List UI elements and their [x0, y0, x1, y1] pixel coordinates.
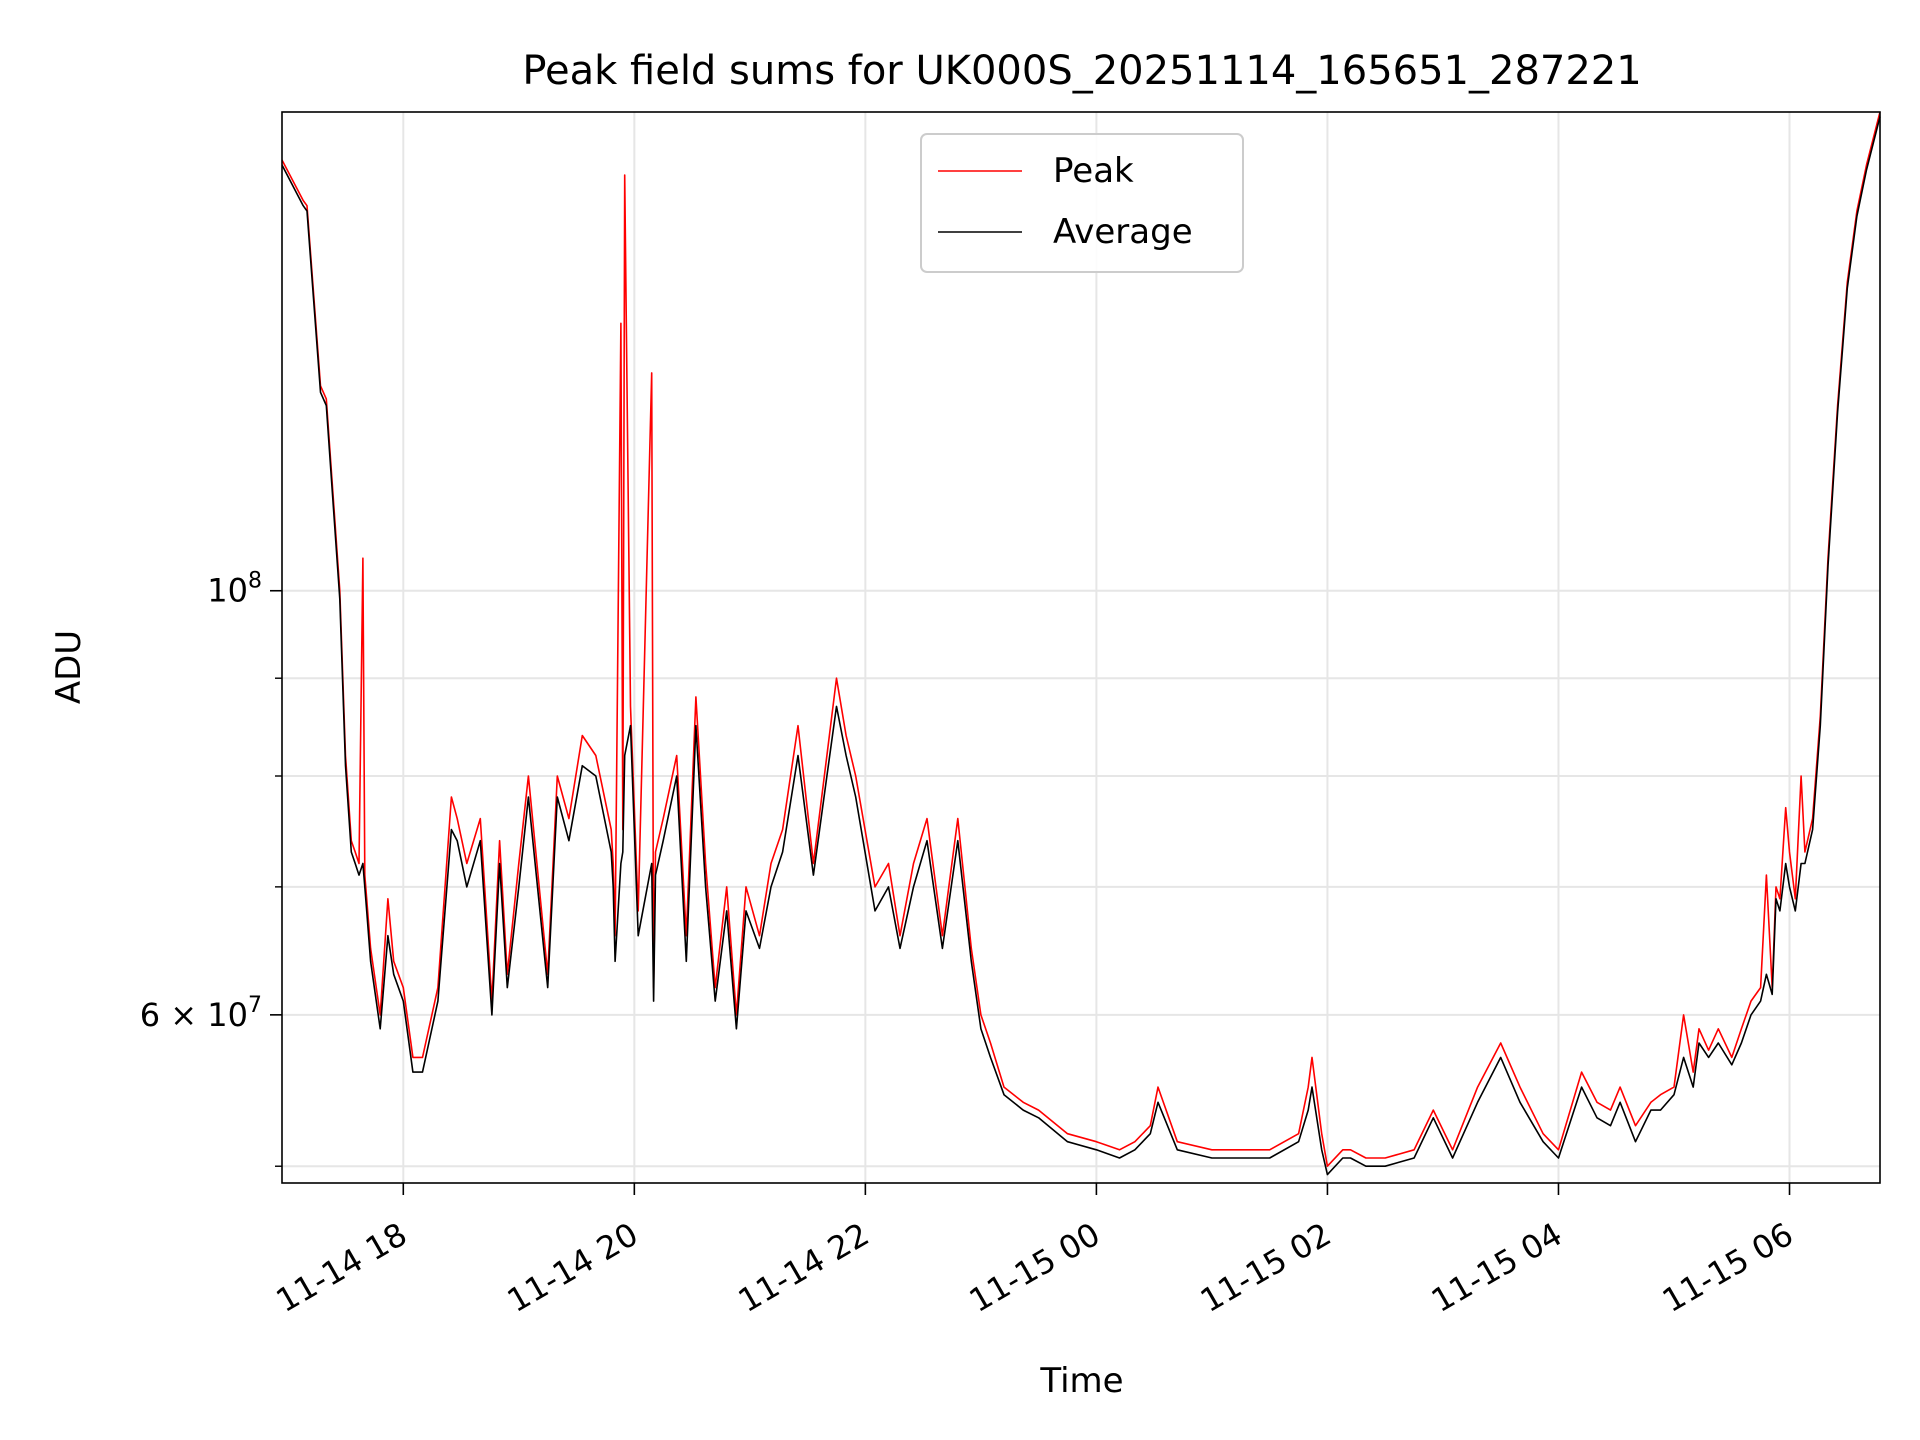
legend-label-peak: Peak: [1053, 151, 1134, 191]
y-tick-label: 6 × 107: [140, 993, 262, 1034]
y-axis-label: ADU: [49, 630, 89, 704]
y-tick-label: 108: [207, 569, 262, 610]
y-tick-times: ×: [160, 996, 207, 1034]
series-line-average: [281, 116, 1881, 1176]
plot-frame: [281, 111, 1881, 1184]
legend: Peak Average: [920, 133, 1244, 273]
y-tick-exponent: 8: [248, 569, 262, 594]
legend-box: [920, 133, 1244, 273]
chart-title: Peak field sums for UK000S_20251114_1656…: [522, 48, 1641, 94]
series-lines: [281, 111, 1881, 1176]
series-line-peak: [281, 111, 1881, 1167]
legend-label-average: Average: [1053, 212, 1193, 252]
y-tick-mantissa: 6: [140, 996, 160, 1034]
x-axis-label: Time: [1039, 1361, 1123, 1401]
y-tick-base: 10: [207, 572, 248, 610]
grid: [282, 112, 1880, 1183]
y-tick-base: 10: [207, 996, 248, 1034]
y-tick-exponent: 7: [248, 993, 262, 1018]
